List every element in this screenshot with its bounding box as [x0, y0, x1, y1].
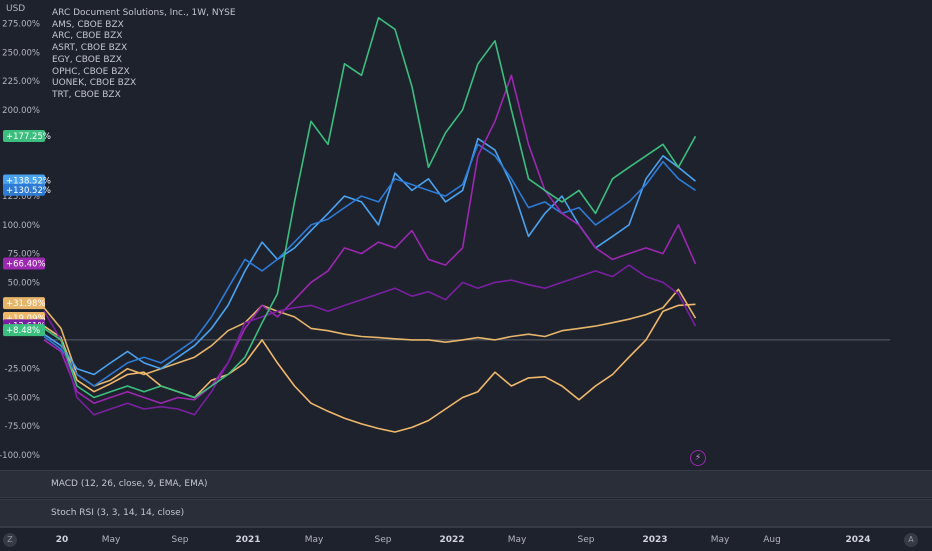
series-line	[43, 303, 696, 433]
series-line	[43, 74, 697, 404]
legend-item[interactable]: AMS, CBOE BZX	[52, 19, 124, 30]
price-label: +66.40%	[6, 260, 46, 270]
chart-legend: ARC Document Solutions, Inc., 1W, NYSE A…	[52, 8, 236, 102]
price-label-box	[3, 324, 45, 337]
legend-item[interactable]: EGY, CBOE BZX	[52, 54, 122, 65]
series-line	[43, 17, 697, 399]
y-tick-label: -50.00%	[5, 393, 40, 403]
y-tick-label: 75.00%	[8, 250, 40, 260]
time-axis[interactable]: Z 20 May Sep 2021 May Sep 2022 May Sep 2…	[0, 527, 932, 551]
time-label: 2021	[235, 535, 261, 545]
time-label: May	[101, 535, 121, 545]
y-axis-ticks: -100.00% -75.00% -50.00% -25.00% 50.00% 75.00…	[0, 20, 40, 461]
legend-main[interactable]: ARC Document Solutions, Inc., 1W, NYSE	[52, 8, 236, 18]
time-label: Aug	[763, 535, 781, 545]
y-tick-label: -25.00%	[5, 365, 40, 375]
time-label: 2022	[439, 535, 465, 545]
y-tick-label: 200.00%	[2, 106, 40, 116]
zoom-z-icon[interactable]: Z	[3, 533, 17, 547]
price-label-box	[3, 129, 45, 142]
price-label-box	[3, 183, 45, 196]
chart-lines	[43, 17, 697, 433]
series-line	[43, 264, 697, 416]
y-tick-label: 275.00%	[2, 20, 40, 30]
series-line	[43, 143, 696, 387]
currency-label: USD	[6, 4, 26, 14]
stoch-rsi-panel[interactable]: Stoch RSI (3, 3, 14, 14, close)	[0, 499, 932, 527]
price-label: +31.98%	[6, 299, 46, 309]
macd-label: MACD (12, 26, close, 9, EMA, EMA)	[51, 479, 208, 489]
stoch-rsi-label: Stoch RSI (3, 3, 14, 14, close)	[51, 508, 185, 518]
time-label: 20	[55, 535, 69, 545]
legend-item[interactable]: OPHC, CBOE BZX	[52, 66, 130, 77]
y-tick-label: 125.00%	[2, 192, 40, 202]
price-label: +19.09%	[6, 314, 46, 324]
y-tick-label: -100.00%	[0, 451, 40, 461]
legend-item[interactable]: ASRT, CBOE BZX	[52, 43, 128, 54]
price-label-box	[3, 174, 45, 187]
price-label: +8.48%	[6, 326, 40, 336]
time-label: Sep	[374, 535, 392, 545]
time-label: May	[507, 535, 527, 545]
y-tick-label: -75.00%	[5, 422, 40, 432]
y-tick-label: 50.00%	[8, 278, 40, 288]
auto-scale-a-icon[interactable]: A	[904, 533, 918, 547]
legend-item[interactable]: ARC, CBOE BZX	[52, 31, 123, 42]
price-chart[interactable]: -100.00% -75.00% -50.00% -25.00% 50.00% 75.00…	[0, 0, 932, 470]
price-label: +130.52%	[6, 186, 51, 196]
price-label-box	[3, 257, 45, 270]
series-line	[43, 288, 697, 387]
legend-item[interactable]: UONEK, CBOE BZX	[52, 78, 137, 89]
time-label: May	[710, 535, 730, 545]
y-tick-label: 250.00%	[2, 48, 40, 58]
price-labels: +19.09%+31.98%+138.52%+130.52%+66.40%+12…	[3, 129, 51, 337]
lightning-icon[interactable]: ⚡	[690, 450, 706, 466]
time-label: 2023	[642, 535, 668, 545]
time-label: 2024	[845, 535, 871, 545]
legend-item[interactable]: TRT, CBOE BZX	[52, 89, 121, 100]
time-label: Sep	[577, 535, 595, 545]
time-label: Sep	[171, 535, 189, 545]
macd-panel[interactable]: MACD (12, 26, close, 9, EMA, EMA)	[0, 470, 932, 498]
y-tick-label: 100.00%	[2, 221, 40, 231]
price-label: +138.52%	[6, 177, 51, 187]
y-tick-label: 225.00%	[2, 77, 40, 87]
time-label: May	[304, 535, 324, 545]
price-label: +177.25%	[6, 132, 51, 142]
price-label-box	[3, 297, 45, 310]
